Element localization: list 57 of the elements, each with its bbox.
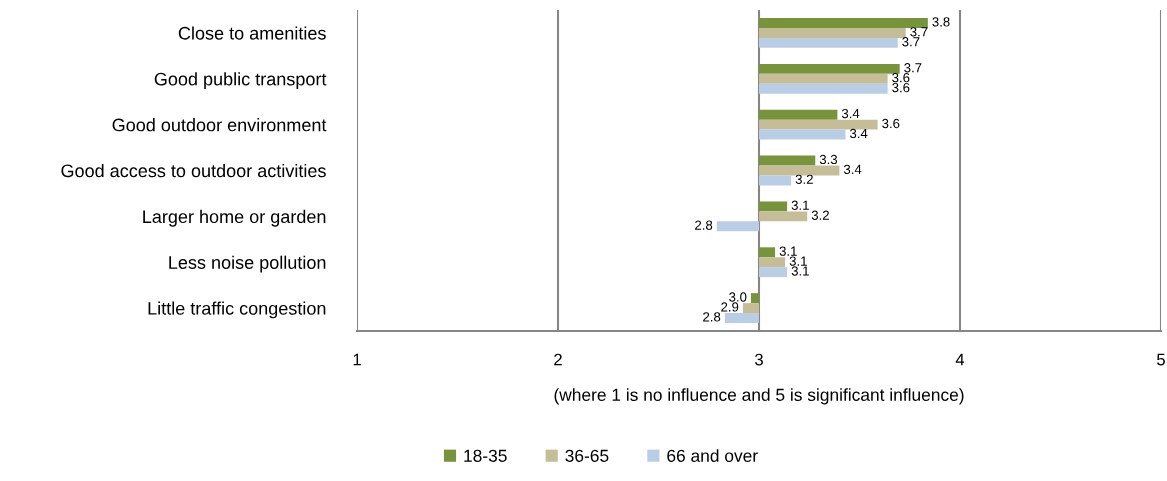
bar — [759, 165, 840, 176]
y-tick-label: Good access to outdoor activities — [61, 163, 326, 178]
x-tick-label: 2 — [554, 353, 562, 366]
data-label: 3.6 — [892, 72, 910, 83]
y-tick-label: Good outdoor environment — [112, 118, 327, 132]
y-tick-label: Good public transport — [154, 72, 327, 90]
x-tick-label: 5 — [1157, 353, 1165, 366]
data-label: 3.8 — [932, 17, 950, 27]
bar — [759, 109, 838, 120]
bar — [759, 155, 816, 166]
data-label: 3.1 — [791, 266, 809, 276]
data-label: 3.6 — [892, 82, 910, 93]
bar — [759, 257, 786, 268]
data-label: 3.6 — [882, 118, 900, 129]
data-label: 3.4 — [843, 164, 862, 175]
data-label: 2.9 — [721, 302, 739, 312]
data-label: 3.2 — [811, 210, 829, 220]
bar — [759, 129, 846, 140]
bar — [759, 27, 906, 38]
data-label: 3.7 — [904, 63, 922, 73]
x-tick-label: 4 — [955, 353, 965, 366]
bar — [759, 18, 928, 28]
legend-label: 36-65 — [565, 449, 609, 462]
data-label: 3.1 — [791, 200, 809, 210]
y-tick-label: Larger home or garden — [143, 209, 326, 227]
y-tick-label: Less noise pollution — [169, 255, 326, 273]
data-label: 3.7 — [902, 37, 920, 47]
bar — [759, 247, 776, 258]
legend-label: 66 and over — [667, 449, 758, 462]
bar — [759, 37, 898, 48]
data-label: 3.4 — [841, 108, 860, 119]
data-label: 2.8 — [695, 220, 713, 230]
bar — [759, 267, 788, 278]
bar — [724, 313, 759, 323]
y-tick-label: Close to amenities — [178, 26, 326, 40]
bar — [759, 119, 878, 130]
data-label: 3.1 — [779, 246, 797, 256]
x-axis-title: (where 1 is no influence and 5 is significant influence) — [554, 388, 964, 405]
legend-label: 18-35 — [464, 449, 507, 462]
bar — [759, 211, 808, 222]
bar — [759, 175, 792, 186]
bar — [716, 221, 759, 232]
x-tick-label: 1 — [353, 353, 361, 366]
bar — [759, 83, 888, 94]
bar — [759, 201, 788, 212]
data-label: 3.1 — [789, 256, 807, 266]
x-tick-label: 3 — [755, 353, 763, 366]
data-label: 3.4 — [849, 128, 868, 139]
bar — [750, 293, 759, 304]
y-tick-label: Little traffic congestion — [148, 301, 326, 319]
data-label: 3.7 — [910, 27, 928, 37]
bar — [742, 303, 759, 314]
bar — [759, 73, 888, 84]
data-label: 2.8 — [703, 312, 721, 322]
data-label: 3.2 — [795, 174, 813, 184]
data-label: 3.3 — [819, 154, 838, 165]
data-label: 3.0 — [729, 292, 747, 302]
